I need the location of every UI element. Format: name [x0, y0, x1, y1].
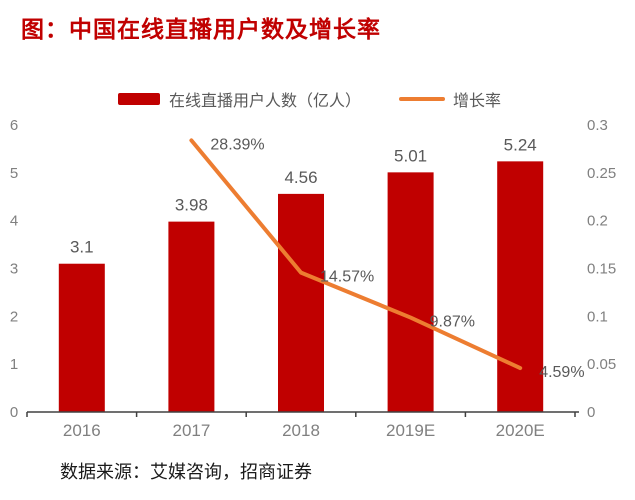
left-axis-tick-label: 2 — [10, 308, 18, 325]
right-axis-tick-label: 0.1 — [587, 308, 608, 325]
x-axis-category-label: 2018 — [282, 421, 320, 440]
legend-users-label: 在线直播用户人数（亿人） — [169, 93, 362, 110]
bar — [387, 172, 434, 412]
legend: 在线直播用户人数（亿人） 增长率 — [118, 89, 502, 110]
right-axis-tick-label: 0 — [587, 404, 595, 421]
x-axis-category-label: 2017 — [172, 421, 210, 440]
right-axis-tick-label: 0.25 — [587, 165, 616, 182]
left-axis-tick-label: 0 — [10, 404, 18, 421]
bar — [497, 161, 544, 412]
growth-rate-label: 4.59% — [539, 364, 584, 381]
legend-growth-label: 增长率 — [453, 93, 502, 110]
bar-value-label: 4.56 — [284, 168, 317, 187]
chart-title: 图：中国在线直播用户数及增长率 — [21, 16, 381, 42]
growth-rate-label: 28.39% — [210, 136, 264, 153]
bar — [278, 193, 324, 412]
bar — [168, 221, 215, 412]
legend-bar-swatch-icon — [118, 93, 160, 105]
x-axis-category-label: 2016 — [63, 421, 101, 440]
bar-value-label: 3.98 — [175, 196, 208, 215]
left-axis-tick-label: 1 — [10, 356, 18, 373]
right-axis-tick-label: 0.15 — [587, 261, 616, 278]
growth-rate-label: 9.87% — [430, 314, 475, 331]
left-axis-tick-label: 4 — [10, 213, 18, 230]
right-axis-tick-label: 0.05 — [587, 356, 616, 373]
bar-value-label: 5.24 — [504, 135, 537, 154]
x-axis-category-label: 2019E — [386, 421, 435, 440]
bar-value-label: 3.1 — [70, 238, 94, 257]
right-axis-tick-label: 0.2 — [587, 213, 608, 230]
growth-rate-label: 14.57% — [320, 269, 374, 286]
left-axis-tick-label: 3 — [10, 261, 18, 278]
x-axis-category-label: 2020E — [496, 421, 545, 440]
bar-value-label: 5.01 — [394, 146, 427, 165]
legend-line-swatch-icon — [399, 97, 446, 101]
left-axis-tick-label: 6 — [10, 117, 18, 134]
bar — [58, 263, 105, 412]
growth-rate-line — [189, 138, 523, 371]
left-axis-tick-label: 5 — [10, 165, 18, 182]
right-axis-tick-label: 0.3 — [587, 117, 608, 134]
data-source-note: 数据来源：艾媒咨询，招商证券 — [60, 462, 312, 482]
